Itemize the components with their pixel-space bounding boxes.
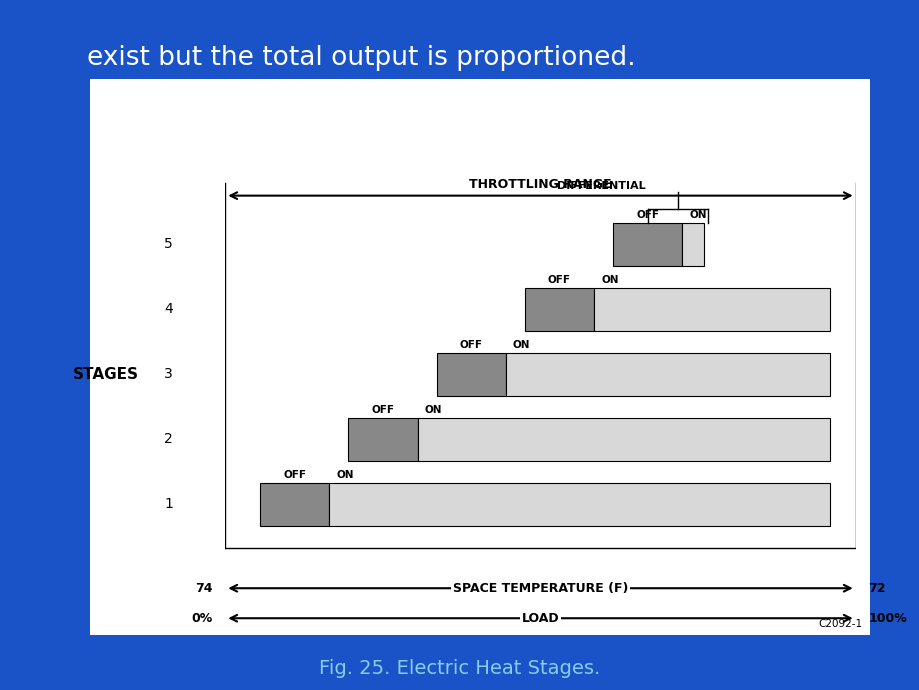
Text: 0%: 0% bbox=[191, 612, 212, 624]
Text: 4: 4 bbox=[165, 302, 173, 316]
Text: DIFFERENTIAL: DIFFERENTIAL bbox=[557, 181, 645, 191]
Text: STAGES: STAGES bbox=[73, 367, 139, 382]
Text: OFF: OFF bbox=[548, 275, 571, 285]
Text: 3: 3 bbox=[165, 367, 173, 382]
Text: C2092-1: C2092-1 bbox=[818, 620, 862, 629]
Text: 100%: 100% bbox=[868, 612, 906, 624]
Bar bbox=[329, 483, 830, 526]
Bar bbox=[612, 223, 682, 266]
Bar bbox=[594, 288, 830, 331]
Text: 1: 1 bbox=[165, 497, 173, 511]
Text: exist but the total output is proportioned.: exist but the total output is proportion… bbox=[87, 45, 635, 71]
Text: OFF: OFF bbox=[371, 404, 394, 415]
Text: ON: ON bbox=[688, 210, 706, 219]
Text: ON: ON bbox=[512, 339, 529, 350]
Text: OFF: OFF bbox=[283, 470, 306, 480]
Text: ON: ON bbox=[600, 275, 618, 285]
Text: SPACE TEMPERATURE (F): SPACE TEMPERATURE (F) bbox=[452, 582, 628, 595]
Text: OFF: OFF bbox=[635, 210, 658, 219]
Bar bbox=[348, 418, 417, 461]
Bar bbox=[260, 483, 329, 526]
Bar bbox=[436, 353, 505, 396]
Text: THROTTLING RANGE: THROTTLING RANGE bbox=[469, 178, 611, 191]
Text: OFF: OFF bbox=[460, 339, 482, 350]
Text: ON: ON bbox=[336, 470, 354, 480]
Bar bbox=[682, 223, 704, 266]
Text: LOAD: LOAD bbox=[521, 612, 559, 624]
Text: 74: 74 bbox=[195, 582, 212, 595]
Text: 2: 2 bbox=[165, 433, 173, 446]
Bar bbox=[505, 353, 830, 396]
Text: 5: 5 bbox=[165, 237, 173, 251]
Text: ON: ON bbox=[425, 404, 442, 415]
Text: Fig. 25. Electric Heat Stages.: Fig. 25. Electric Heat Stages. bbox=[319, 658, 600, 678]
Text: 72: 72 bbox=[868, 582, 885, 595]
Bar bbox=[417, 418, 830, 461]
Bar bbox=[524, 288, 594, 331]
